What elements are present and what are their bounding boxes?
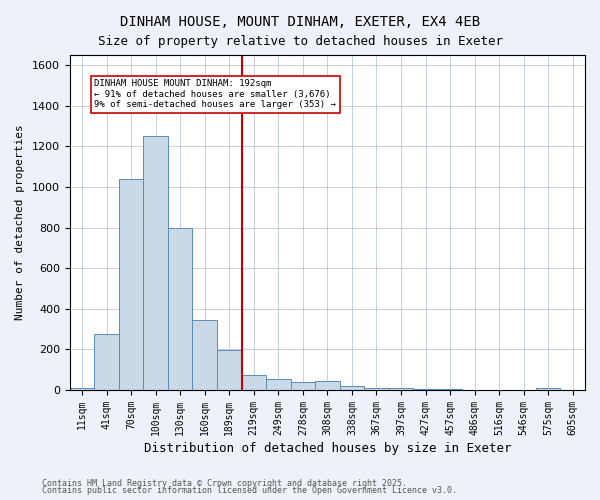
Text: Size of property relative to detached houses in Exeter: Size of property relative to detached ho… — [97, 35, 503, 48]
Text: Contains public sector information licensed under the Open Government Licence v3: Contains public sector information licen… — [42, 486, 457, 495]
Bar — [389, 388, 413, 390]
Bar — [119, 179, 143, 390]
Bar — [536, 388, 560, 390]
Bar — [315, 381, 340, 390]
Bar — [143, 136, 168, 390]
Bar — [290, 382, 315, 390]
Bar — [364, 388, 389, 390]
Text: Contains HM Land Registry data © Crown copyright and database right 2025.: Contains HM Land Registry data © Crown c… — [42, 478, 407, 488]
Bar — [217, 350, 242, 390]
Bar — [413, 389, 438, 390]
Bar — [266, 379, 290, 390]
Text: DINHAM HOUSE MOUNT DINHAM: 192sqm
← 91% of detached houses are smaller (3,676)
9: DINHAM HOUSE MOUNT DINHAM: 192sqm ← 91% … — [94, 80, 336, 109]
Bar — [242, 375, 266, 390]
Bar — [340, 386, 364, 390]
Bar — [168, 228, 193, 390]
X-axis label: Distribution of detached houses by size in Exeter: Distribution of detached houses by size … — [143, 442, 511, 455]
Bar — [193, 320, 217, 390]
Y-axis label: Number of detached properties: Number of detached properties — [15, 124, 25, 320]
Bar — [94, 334, 119, 390]
Text: DINHAM HOUSE, MOUNT DINHAM, EXETER, EX4 4EB: DINHAM HOUSE, MOUNT DINHAM, EXETER, EX4 … — [120, 15, 480, 29]
Bar — [70, 388, 94, 390]
